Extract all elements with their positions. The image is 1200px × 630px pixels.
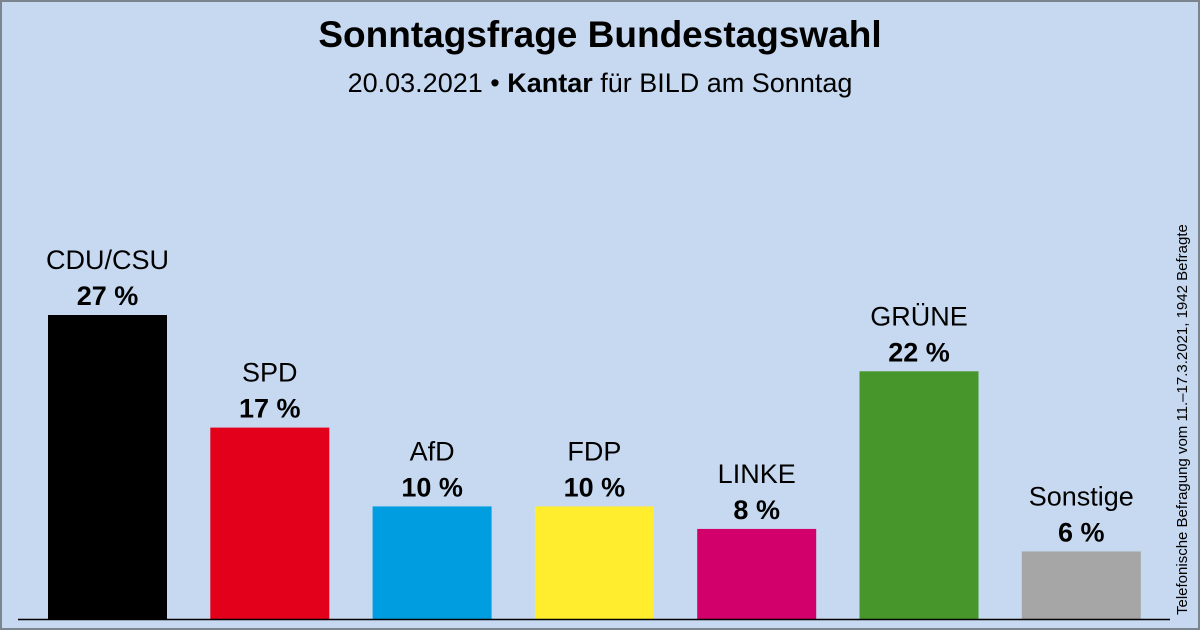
category-label-afd: AfD — [410, 436, 455, 466]
category-label-cdu-csu: CDU/CSU — [46, 245, 169, 275]
category-label-gr-ne: GRÜNE — [870, 301, 968, 331]
category-label-spd: SPD — [242, 358, 298, 388]
bar-fdp — [534, 506, 654, 619]
bar-cdu-csu — [48, 315, 167, 619]
category-label-fdp: FDP — [567, 436, 621, 466]
bar-sonstige — [1021, 551, 1141, 619]
value-label-linke: 8 % — [733, 495, 780, 525]
subtitle-date: 20.03.2021 • — [347, 68, 508, 98]
subtitle-rest: für BILD am Sonntag — [592, 68, 853, 98]
category-label-sonstige: Sonstige — [1029, 481, 1134, 511]
subtitle-source: Kantar — [507, 68, 593, 98]
chart-title: Sonntagsfrage Bundestagswahl — [318, 14, 882, 55]
value-label-gr-ne: 22 % — [888, 337, 950, 367]
value-label-spd: 17 % — [239, 394, 301, 424]
value-label-cdu-csu: 27 % — [77, 281, 139, 311]
bar-spd — [210, 427, 330, 619]
bar-gr-ne — [859, 371, 979, 619]
bar-afd — [372, 506, 492, 619]
category-label-linke: LINKE — [718, 459, 796, 489]
value-label-afd: 10 % — [401, 472, 463, 502]
bar-linke — [697, 528, 817, 619]
value-label-sonstige: 6 % — [1058, 517, 1105, 547]
value-label-fdp: 10 % — [564, 472, 626, 502]
chart-subtitle: 20.03.2021 • Kantar für BILD am Sonntag — [0, 68, 1200, 99]
